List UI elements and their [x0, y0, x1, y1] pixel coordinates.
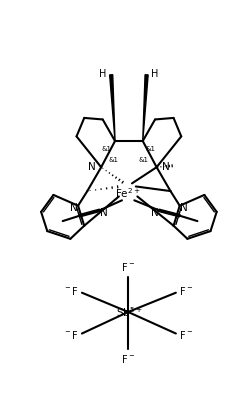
- Polygon shape: [143, 75, 148, 141]
- Text: N: N: [180, 203, 188, 213]
- Text: H: H: [151, 69, 158, 79]
- Text: Fe$^{2+}$: Fe$^{2+}$: [115, 186, 141, 199]
- Polygon shape: [110, 75, 115, 141]
- Text: F$^-$: F$^-$: [179, 329, 193, 341]
- Text: $^-$F: $^-$F: [63, 329, 79, 341]
- Text: N: N: [151, 209, 159, 218]
- Text: H: H: [99, 69, 106, 79]
- Text: N: N: [100, 209, 107, 218]
- Text: N: N: [162, 162, 170, 172]
- Text: F$^-$: F$^-$: [179, 285, 193, 297]
- Text: Sb$^{5+}$: Sb$^{5+}$: [116, 305, 143, 319]
- Text: F$^-$: F$^-$: [121, 353, 135, 365]
- Text: N: N: [88, 162, 96, 172]
- Text: F$^-$: F$^-$: [121, 262, 135, 273]
- Text: &1: &1: [146, 145, 156, 152]
- Text: &1: &1: [109, 157, 119, 163]
- Text: N: N: [70, 203, 78, 213]
- Text: &1: &1: [102, 145, 112, 152]
- Text: $^-$F: $^-$F: [63, 285, 79, 297]
- Text: &1: &1: [139, 157, 149, 163]
